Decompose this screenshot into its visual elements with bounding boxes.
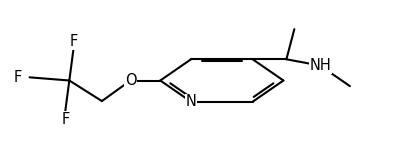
Text: F: F [13,70,22,85]
Text: F: F [69,34,78,49]
Text: O: O [125,73,136,88]
Text: N: N [186,94,196,109]
Text: F: F [61,112,70,127]
Text: NH: NH [309,58,331,73]
